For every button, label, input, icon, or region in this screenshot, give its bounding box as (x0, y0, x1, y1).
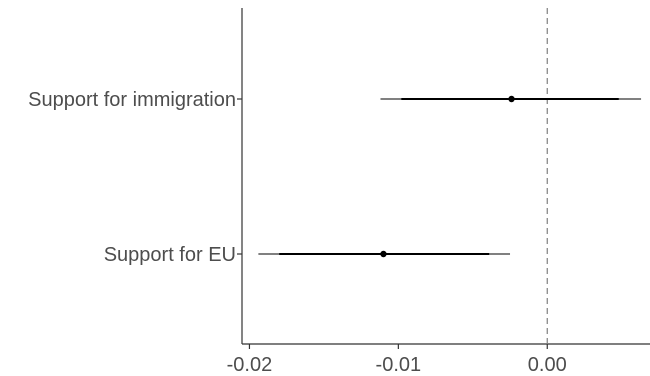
category-label: Support for EU (104, 244, 236, 266)
point-estimate (508, 95, 515, 103)
category-label: Support for immigration (28, 89, 236, 111)
x-tick-label: 0.00 (528, 354, 567, 376)
point-estimate (380, 250, 387, 258)
x-tick-label: -0.01 (376, 354, 422, 376)
x-tick-label: -0.02 (227, 354, 273, 376)
